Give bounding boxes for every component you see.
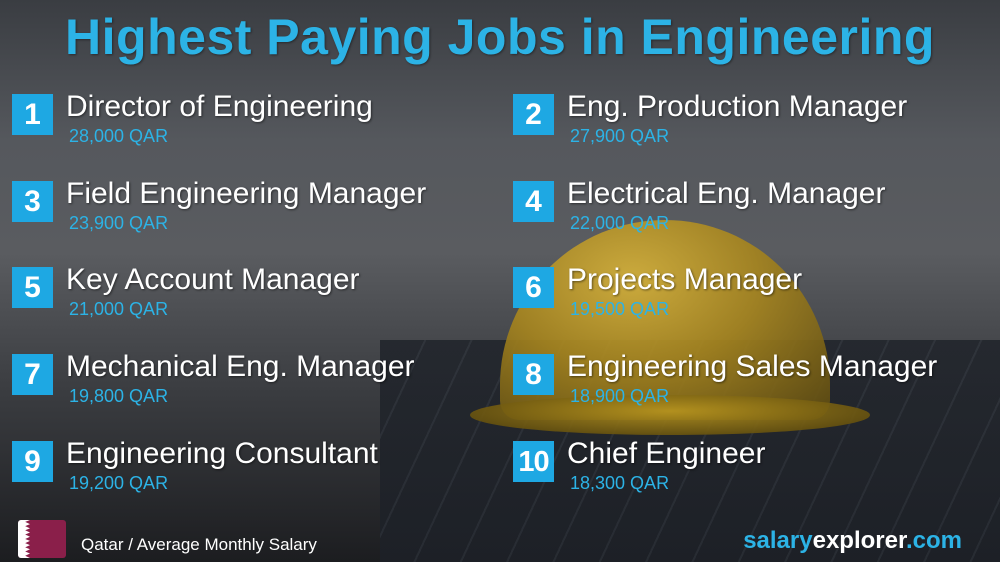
hard-hat-brim	[470, 395, 870, 435]
brand-part-salary: salary	[743, 527, 813, 554]
job-title: Mechanical Eng. Manager	[66, 350, 415, 384]
footer-caption: Qatar / Average Monthly Salary	[81, 535, 317, 554]
rank-badge: 1	[12, 94, 53, 135]
job-title: Engineering Sales Manager	[567, 350, 938, 384]
job-salary: 19,200 QAR	[69, 472, 169, 493]
job-item: 1 Director of Engineering 28,000 QAR	[12, 90, 492, 160]
job-salary: 18,900 QAR	[570, 386, 670, 407]
job-salary: 18,300 QAR	[570, 472, 670, 493]
rank-badge: 9	[12, 440, 53, 482]
job-salary: 22,000 QAR	[570, 212, 670, 233]
job-salary: 19,500 QAR	[570, 299, 670, 320]
job-title: Director of Engineering	[66, 90, 373, 123]
job-salary: 23,900 QAR	[69, 212, 169, 233]
rank-badge: 10	[513, 440, 554, 482]
job-item: 2 Eng. Production Manager 27,900 QAR	[513, 90, 993, 160]
job-item: 9 Engineering Consultant 19,200 QAR	[12, 437, 492, 507]
job-salary: 21,000 QAR	[69, 299, 169, 320]
job-salary: 27,900 QAR	[570, 126, 670, 146]
rank-badge: 8	[513, 354, 554, 396]
brand-part-explorer: explorer	[812, 527, 906, 554]
job-item: 10 Chief Engineer 18,300 QAR	[513, 437, 993, 507]
job-item: 8 Engineering Sales Manager 18,900 QAR	[513, 350, 993, 420]
qatar-flag-icon	[18, 520, 66, 558]
job-item: 7 Mechanical Eng. Manager 19,800 QAR	[12, 350, 492, 420]
job-title: Chief Engineer	[567, 436, 766, 470]
job-item: 6 Projects Manager 19,500 QAR	[513, 263, 993, 333]
job-salary: 19,800 QAR	[69, 386, 169, 407]
rank-badge: 2	[513, 94, 554, 135]
rank-badge: 7	[12, 354, 53, 396]
job-item: 5 Key Account Manager 21,000 QAR	[12, 263, 492, 333]
job-title: Key Account Manager	[66, 263, 360, 297]
rank-badge: 5	[12, 267, 53, 309]
job-title: Engineering Consultant	[66, 436, 378, 470]
job-title: Projects Manager	[567, 263, 803, 297]
job-title: Electrical Eng. Manager	[567, 176, 886, 210]
job-title: Eng. Production Manager	[567, 90, 908, 123]
rank-badge: 6	[513, 267, 554, 309]
brand-logo[interactable]: salaryexplorer.com	[743, 527, 962, 555]
job-item: 4 Electrical Eng. Manager 22,000 QAR	[513, 177, 993, 247]
rank-badge: 3	[12, 180, 53, 222]
page-title: Highest Paying Jobs in Engineering	[65, 9, 935, 65]
brand-part-domain: .com	[905, 527, 962, 554]
job-item: 3 Field Engineering Manager 23,900 QAR	[12, 177, 492, 247]
job-salary: 28,000 QAR	[69, 126, 169, 146]
rank-badge: 4	[513, 180, 554, 222]
job-title: Field Engineering Manager	[66, 176, 427, 210]
